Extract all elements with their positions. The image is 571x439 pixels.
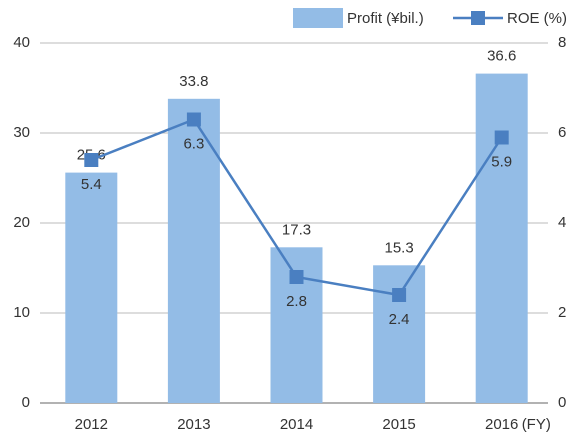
y2-tick-label: 2 [558, 304, 566, 321]
x-tick-label: 2016 [485, 416, 518, 433]
line-value-label: 5.4 [81, 176, 102, 193]
line-value-label: 6.3 [183, 135, 204, 152]
line-value-label: 2.4 [389, 311, 410, 328]
x-tick-label: 2014 [280, 416, 313, 433]
bar [65, 172, 118, 403]
bar [373, 265, 426, 403]
legend-swatch [293, 8, 343, 28]
bar-value-label: 36.6 [487, 48, 516, 65]
bar-value-label: 33.8 [179, 73, 208, 90]
x-axis-label: (FY) [522, 416, 551, 433]
x-tick-label: 2013 [177, 416, 210, 433]
line-marker [494, 130, 509, 145]
bar [167, 98, 220, 404]
legend-label: Profit (¥bil.) [347, 10, 424, 27]
line-marker [289, 270, 304, 284]
y2-tick-label: 6 [558, 124, 566, 141]
y2-tick-label: 0 [558, 394, 566, 411]
x-tick-label: 2012 [75, 416, 108, 433]
y-tick-label: 0 [22, 394, 30, 411]
x-tick-label: 2015 [382, 416, 415, 433]
bar-value-label: 15.3 [384, 239, 413, 256]
y2-tick-label: 4 [558, 214, 566, 231]
line-value-label: 5.9 [491, 153, 512, 170]
legend-swatch [471, 11, 485, 25]
legend-label: ROE (%) [507, 10, 567, 27]
y2-tick-label: 8 [558, 34, 566, 51]
bar-value-label: 17.3 [282, 221, 311, 238]
y-tick-label: 40 [13, 34, 30, 51]
y-tick-label: 30 [13, 124, 30, 141]
line-marker [392, 288, 407, 302]
line-marker [186, 112, 201, 127]
y-tick-label: 20 [13, 214, 30, 231]
line-marker [84, 153, 99, 167]
line-value-label: 2.8 [286, 293, 307, 310]
y-tick-label: 10 [13, 304, 30, 321]
bar [475, 73, 528, 403]
